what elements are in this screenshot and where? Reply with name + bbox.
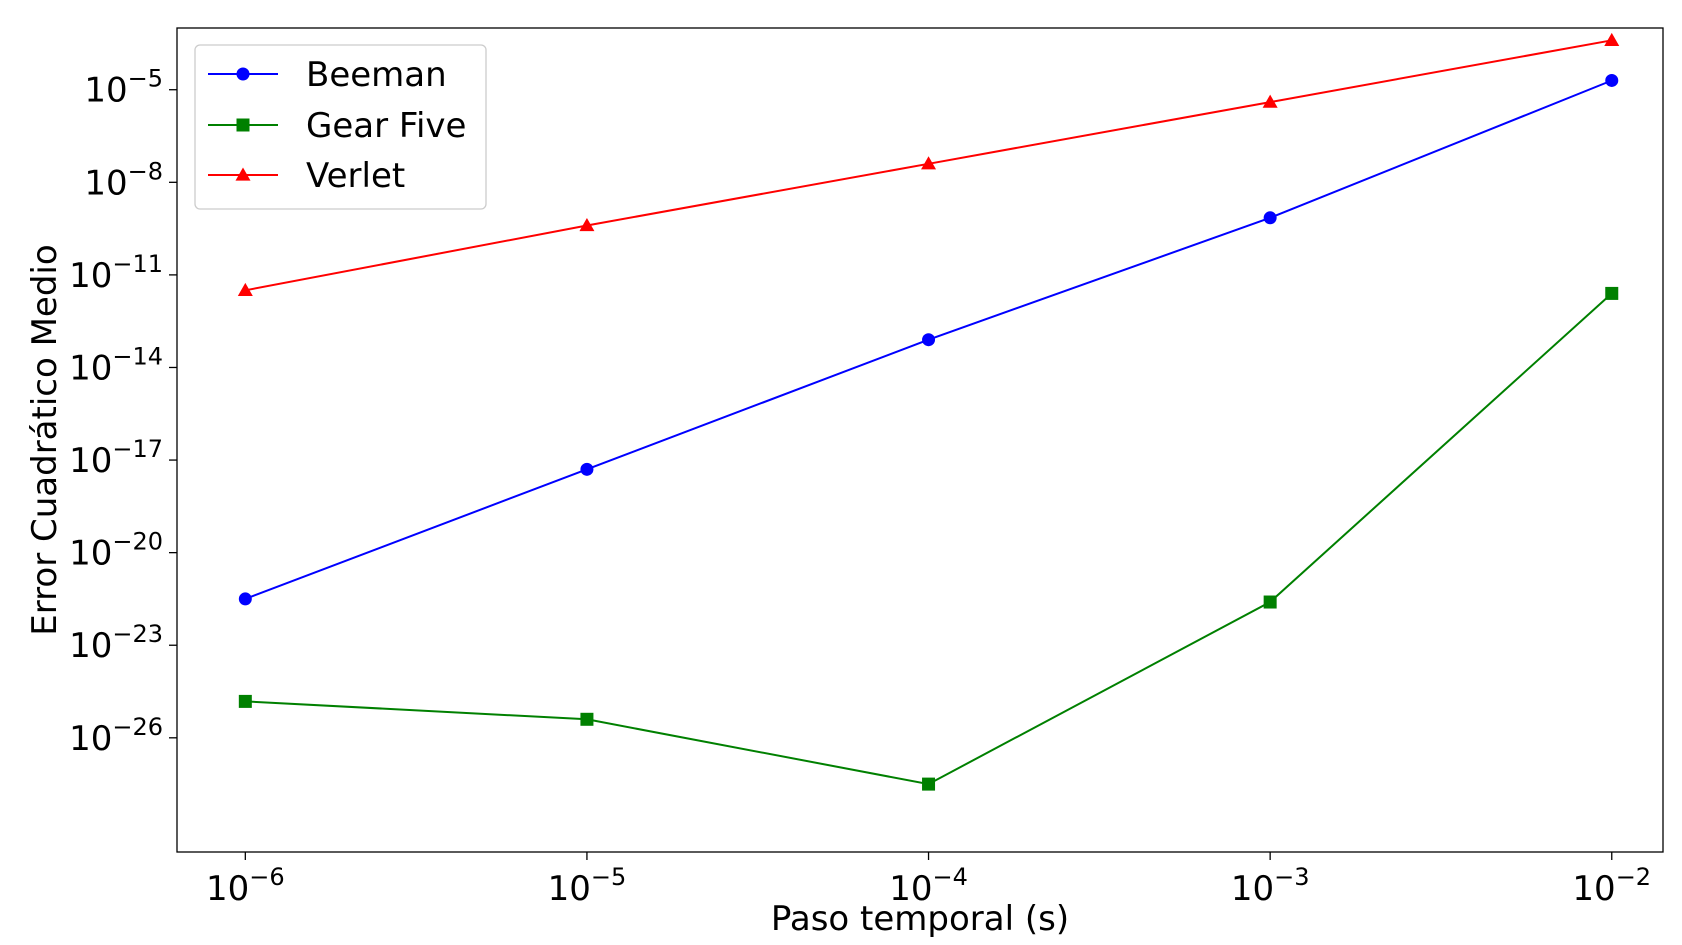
y-tick-label-exponent: −17	[112, 435, 163, 463]
legend-item-gear-five: Gear Five	[208, 106, 466, 146]
x-tick-label-base: 10	[1231, 869, 1274, 909]
data-point-verlet	[1262, 94, 1278, 108]
data-point-beeman	[238, 592, 252, 606]
y-tick-label: 10−14	[69, 342, 163, 388]
legend-item-beeman: Beeman	[208, 55, 447, 95]
y-tick-label: 10−23	[69, 620, 163, 666]
series-gear-five	[238, 286, 1619, 791]
y-tick-label-base: 10	[69, 348, 112, 388]
legend-item-verlet: Verlet	[208, 156, 405, 196]
data-point-verlet	[237, 282, 253, 296]
y-tick-label-exponent: −11	[112, 250, 163, 278]
y-tick-label-exponent: −5	[128, 65, 163, 93]
data-point-beeman	[922, 333, 936, 347]
y-tick-label: 10−20	[69, 528, 163, 574]
x-tick-label: 10−5	[548, 863, 627, 909]
series-verlet	[237, 32, 1620, 296]
series-beeman	[238, 73, 1619, 606]
y-tick-label-exponent: −23	[112, 620, 163, 648]
data-point-verlet	[579, 218, 595, 232]
x-tick-label-exponent: −2	[1616, 863, 1651, 891]
y-tick-label: 10−5	[84, 65, 163, 111]
y-tick-label-base: 10	[84, 163, 127, 203]
y-tick-label: 10−17	[69, 435, 163, 481]
y-tick-label: 10−8	[84, 157, 163, 203]
data-point-gear-five	[238, 694, 252, 708]
plot-frame	[176, 27, 1664, 853]
data-point-verlet	[921, 156, 937, 170]
x-tick-label-exponent: −3	[1274, 863, 1309, 891]
x-tick-label-base: 10	[206, 869, 249, 909]
data-point-beeman	[1605, 73, 1619, 87]
x-tick-label-exponent: −6	[249, 863, 284, 891]
legend-box	[194, 44, 487, 210]
legend-label: Gear Five	[306, 106, 466, 146]
y-tick-label: 10−26	[69, 713, 163, 759]
legend-label: Beeman	[306, 55, 447, 95]
legend-marker	[236, 67, 250, 81]
x-tick-label-exponent: −4	[932, 863, 967, 891]
legend-marker	[235, 167, 251, 181]
y-tick-label-exponent: −20	[112, 528, 163, 556]
x-axis-ticks: 10−6 10−5 10−4 10−3 10−2	[206, 852, 1651, 909]
y-tick-label-base: 10	[69, 626, 112, 666]
data-point-gear-five	[580, 712, 594, 726]
y-tick-label-exponent: −14	[112, 342, 163, 370]
x-tick-label: 10−3	[1231, 863, 1310, 909]
data-point-gear-five	[922, 777, 936, 791]
y-tick-label-base: 10	[69, 441, 112, 481]
y-tick-label: 10−11	[69, 250, 163, 296]
y-tick-label-base: 10	[69, 534, 112, 574]
legend-label: Verlet	[306, 156, 405, 196]
legend-marker	[236, 118, 250, 132]
y-tick-label-exponent: −26	[112, 713, 163, 741]
x-tick-label: 10−2	[1572, 863, 1651, 909]
x-tick-label: 10−6	[206, 863, 285, 909]
x-tick-label-base: 10	[1572, 869, 1615, 909]
x-axis-label: Paso temporal (s)	[771, 899, 1069, 939]
x-tick-label-base: 10	[889, 869, 932, 909]
y-tick-label-base: 10	[69, 256, 112, 296]
x-tick-label: 10−4	[889, 863, 968, 909]
y-axis-label: Error Cuadrático Medio	[25, 244, 65, 635]
series-layer	[237, 32, 1620, 791]
data-point-verlet	[1604, 32, 1620, 46]
legend: Beeman Gear Five Verlet	[194, 44, 487, 210]
y-tick-label-base: 10	[69, 719, 112, 759]
y-tick-label-base: 10	[84, 71, 127, 111]
data-point-beeman	[580, 462, 594, 476]
y-tick-label-exponent: −8	[128, 157, 163, 185]
data-point-gear-five	[1263, 595, 1277, 609]
x-tick-label-exponent: −5	[591, 863, 626, 891]
data-point-beeman	[1263, 211, 1277, 225]
data-point-gear-five	[1605, 286, 1619, 300]
x-tick-label-base: 10	[548, 869, 591, 909]
